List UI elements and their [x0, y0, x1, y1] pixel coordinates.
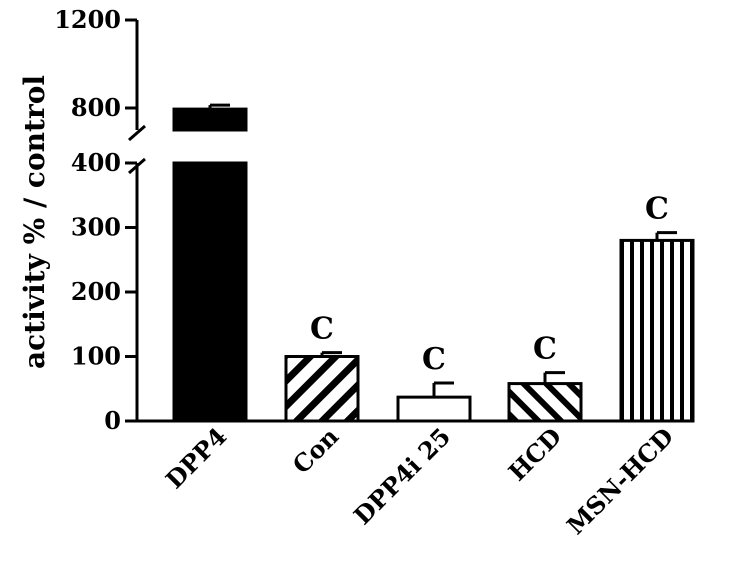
bar-upper-segment — [172, 107, 248, 132]
bar — [619, 238, 695, 423]
bar — [284, 355, 360, 423]
category-label: HCD — [502, 422, 567, 487]
bars-group: C C C C — [172, 103, 695, 423]
y-tick-label: 200 — [71, 277, 121, 306]
bar — [396, 395, 472, 423]
significance-label: C — [645, 192, 669, 227]
bar — [507, 382, 583, 423]
axis-break-mark-lower — [128, 157, 146, 175]
axis-break-mark-upper — [128, 124, 146, 142]
category-label: Con — [287, 422, 345, 480]
significance-label: C — [310, 312, 334, 347]
y-tick-label: 800 — [71, 93, 121, 122]
y-axis-title: activity % / control — [18, 75, 51, 369]
y-axis: 0 100 200 300 400 800 1200 — [54, 5, 688, 435]
y-tick-label: 100 — [71, 342, 121, 371]
y-tick-label: 0 — [104, 406, 121, 435]
category-label: MSN-HCD — [561, 422, 679, 540]
significance-label: C — [533, 332, 557, 367]
y-tick-label: 1200 — [54, 5, 121, 34]
category-label: DPP4 — [160, 422, 233, 495]
y-tick-label: 400 — [71, 148, 121, 177]
bar-lower-segment — [172, 161, 248, 423]
y-tick-label: 300 — [71, 213, 121, 242]
significance-label: C — [422, 342, 446, 377]
category-label: DPP4i 25 — [348, 422, 457, 531]
